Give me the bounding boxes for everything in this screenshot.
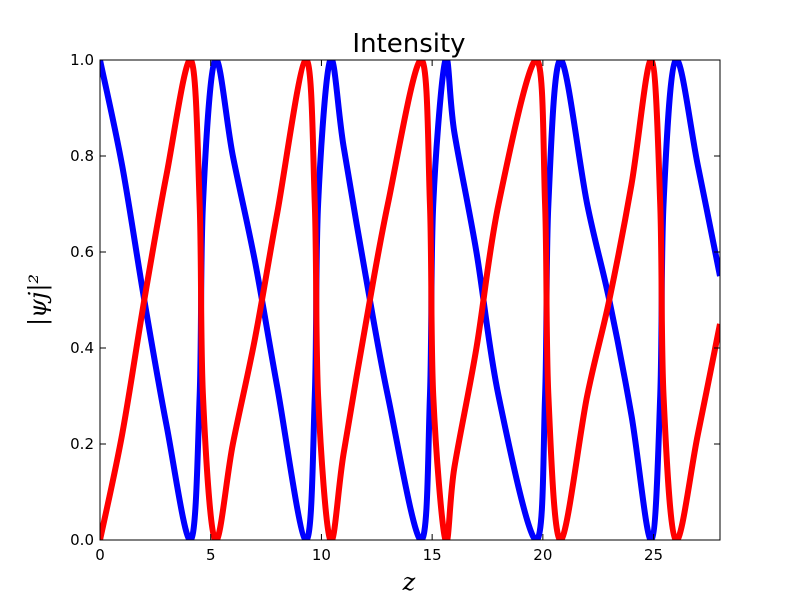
x-tick-label: 20 [533,546,552,564]
y-tick-label: 0.2 [70,435,94,453]
x-tick-label: 15 [423,546,442,564]
x-tick-label: 5 [206,546,216,564]
axes: 0 5 10 15 20 25 0.0 0.2 0.4 0.6 0.8 1.0 [70,51,721,564]
y-axis-label: |ψj|² [24,274,53,326]
y-tick-label: 0.0 [70,531,94,549]
series-line-2 [100,60,720,540]
plot-frame [99,59,721,541]
chart-title: Intensity [352,29,465,59]
x-tick-label: 10 [312,546,331,564]
series-line-1 [100,60,720,540]
x-axis-label: z [402,568,416,596]
x-tick-label: 25 [644,546,663,564]
y-tick-label: 1.0 [70,51,94,69]
plot-area [100,60,720,540]
x-tick-label: 0 [95,546,105,564]
y-tick-label: 0.6 [70,243,94,261]
y-tick-label: 0.8 [70,147,94,165]
y-tick-label: 0.4 [70,339,94,357]
